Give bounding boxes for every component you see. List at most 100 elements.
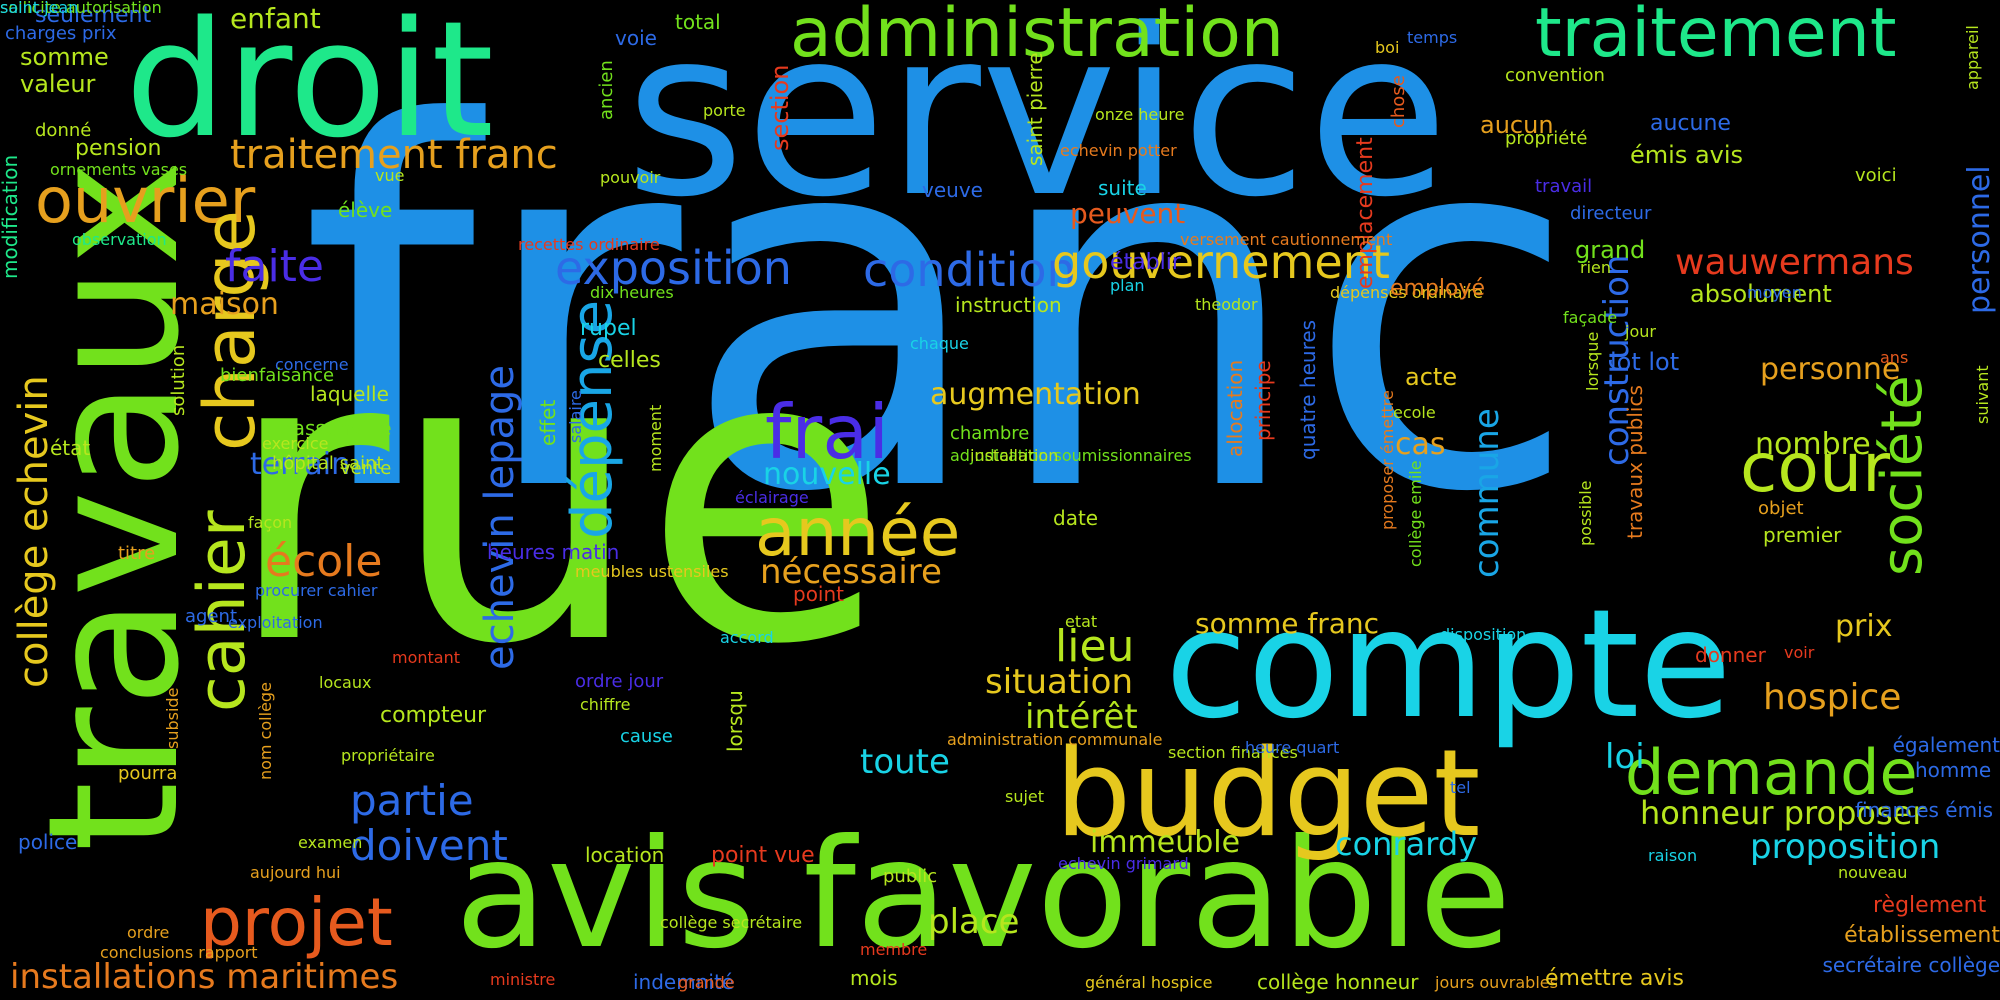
cloud-word-heure-quart: heure quart [1245, 738, 1340, 757]
cloud-word-nouveau: nouveau [1838, 863, 1908, 882]
cloud-word-nom-college: nom collège [256, 682, 275, 780]
cloud-word-location: location [585, 843, 665, 867]
cloud-word-accord: accord [720, 628, 774, 647]
cloud-word-aujourd-hui: aujourd hui [250, 863, 341, 882]
cloud-word-demande: demande [1625, 736, 1918, 809]
cloud-word-depenses-ordinaire: dépenses ordinaire [1330, 283, 1483, 302]
cloud-word-titre: titre [118, 543, 156, 564]
cloud-word-point: point [793, 582, 845, 606]
cloud-word-lieu: lieu [1055, 621, 1135, 672]
cloud-word-moyen: moyen [1747, 283, 1802, 302]
cloud-word-police: police [18, 830, 78, 854]
cloud-word-budget: budget [1055, 725, 1481, 864]
cloud-word-secretaire-college: secrétaire collège [1822, 953, 2000, 977]
cloud-word-membre: membre [860, 940, 928, 959]
cloud-word-chose: chose [1388, 75, 1409, 128]
cloud-word-examen: examen [298, 833, 363, 852]
cloud-word-ouvrier: ouvrier [35, 164, 256, 237]
cloud-word-seulement: seulement [35, 3, 152, 28]
cloud-word-employe: employé [1390, 276, 1486, 301]
cloud-word-exercice: exercice [262, 434, 329, 453]
cloud-word-faite: faite [225, 241, 324, 292]
cloud-word-vue: vue [375, 166, 405, 185]
cloud-word-heures-matin: heures matin [487, 540, 620, 564]
cloud-word-reglement: règlement [1873, 893, 1987, 918]
cloud-word-ornements-vases: ornements vases [50, 160, 188, 179]
cloud-word-etablissement: établissement [1844, 923, 2000, 948]
cloud-word-donner: donner [1695, 643, 1766, 667]
cloud-word-propriete: propriété [1505, 128, 1588, 149]
cloud-word-subside: subside [163, 687, 182, 749]
cloud-word-college-echevin: collège echevin [11, 375, 57, 688]
cloud-word-chambre: chambre [950, 423, 1030, 444]
cloud-word-sujet: sujet [1005, 787, 1045, 806]
cloud-word-honneur-proposer: honneur proposer [1640, 794, 1926, 832]
cloud-word-laquelle: laquelle [310, 382, 389, 406]
cloud-word-dassonville: dassonville [280, 416, 392, 440]
cloud-word-facade: façade [1563, 308, 1618, 327]
cloud-word-frai: frai [765, 388, 890, 476]
cloud-word-compteur: compteur [380, 703, 487, 728]
cloud-word-section: section [766, 64, 794, 151]
cloud-word-aucun: aucun [1480, 111, 1554, 139]
cloud-word-etat: état [50, 436, 91, 460]
cloud-word-theodor: theodor [1195, 295, 1258, 314]
cloud-word-plan: plan [1110, 276, 1145, 295]
cloud-word-hospice: hospice [1763, 677, 1902, 718]
cloud-word-pourra: pourra [118, 763, 178, 784]
cloud-word-recettes-ordinaire: recettes ordinaire [518, 235, 660, 254]
cloud-word-indemnite: indemnité [633, 970, 735, 994]
cloud-word-personne: personne [1760, 352, 1901, 387]
cloud-word-wauwermans: wauwermans [1675, 242, 1914, 283]
cloud-word-general-hospice: général hospice [1085, 973, 1213, 992]
cloud-word-traitement: traitement [1535, 0, 1897, 73]
cloud-word-versement-cautionnement: versement cautionnement [1180, 230, 1393, 249]
cloud-word-boi: boi [1375, 38, 1400, 57]
cloud-word-conclusions-rapport: conclusions rapport [100, 943, 258, 962]
cloud-word-porte: porte [703, 101, 746, 120]
cloud-word-solution: solution [168, 344, 189, 416]
cloud-word-aucune: aucune [1650, 111, 1731, 136]
cloud-word-moment: moment [646, 404, 665, 472]
cloud-word-concerne: concerne [275, 355, 349, 374]
cloud-word-ans: ans [1880, 348, 1909, 367]
cloud-word-condition: condition [863, 243, 1076, 297]
cloud-word-droit: droit [125, 0, 494, 173]
cloud-word-public: public [883, 866, 938, 887]
cloud-word-installation: installation [970, 446, 1059, 465]
cloud-word-montant: montant [392, 648, 461, 667]
cloud-word-valeur: valeur [20, 70, 96, 98]
cloud-word-jours-ouvrables: jours ouvrables [1435, 973, 1558, 992]
cloud-word-emplacement: emplacement [1353, 137, 1378, 289]
cloud-word-loi: loi [1605, 737, 1645, 777]
cloud-word-grande: grande [678, 973, 735, 992]
cloud-word-ministre: ministre [490, 970, 556, 989]
cloud-word-cour: cour [1740, 429, 1891, 508]
cloud-word-acte: acte [1405, 363, 1458, 391]
cloud-word-procurer-cahier: procurer cahier [255, 581, 378, 600]
cloud-word-nombre: nombre [1755, 427, 1871, 462]
cloud-word-emettre-avis: émettre avis [1545, 966, 1684, 991]
cloud-word-absolument: absolument [1690, 280, 1832, 308]
cloud-word-possible: possible [1576, 480, 1595, 546]
cloud-word-traitement-franc: traitement franc [230, 132, 558, 178]
cloud-word-objet: objet [1758, 498, 1804, 519]
cloud-word-adjudication-soumissionnaires: adjudication soumissionnaires [950, 446, 1192, 465]
cloud-word-compte: compte [1165, 578, 1732, 752]
cloud-word-veuve: veuve [922, 178, 983, 202]
cloud-word-sollicite-autorisation: sollicite autorisation [0, 0, 162, 17]
cloud-word-exploitation: exploitation [228, 613, 323, 632]
cloud-word-date: date [1053, 506, 1099, 530]
cloud-word-chaque: chaque [910, 334, 969, 353]
cloud-word-terrain: terrain [250, 447, 351, 482]
cloud-word-installations-maritimes: installations maritimes [10, 957, 399, 997]
cloud-word-hopital-saint: hôpital saint [272, 453, 384, 474]
cloud-word-augmentation: augmentation [930, 377, 1141, 412]
cloud-word-ordre-jour: ordre jour [575, 671, 664, 692]
cloud-word-administration-communale: administration communale [947, 730, 1163, 749]
cloud-word-college-honneur: collège honneur [1257, 970, 1419, 994]
cloud-word-service: service [625, 0, 1449, 248]
cloud-word-modification: modification [0, 154, 22, 279]
cloud-word-projet: projet [200, 884, 393, 961]
